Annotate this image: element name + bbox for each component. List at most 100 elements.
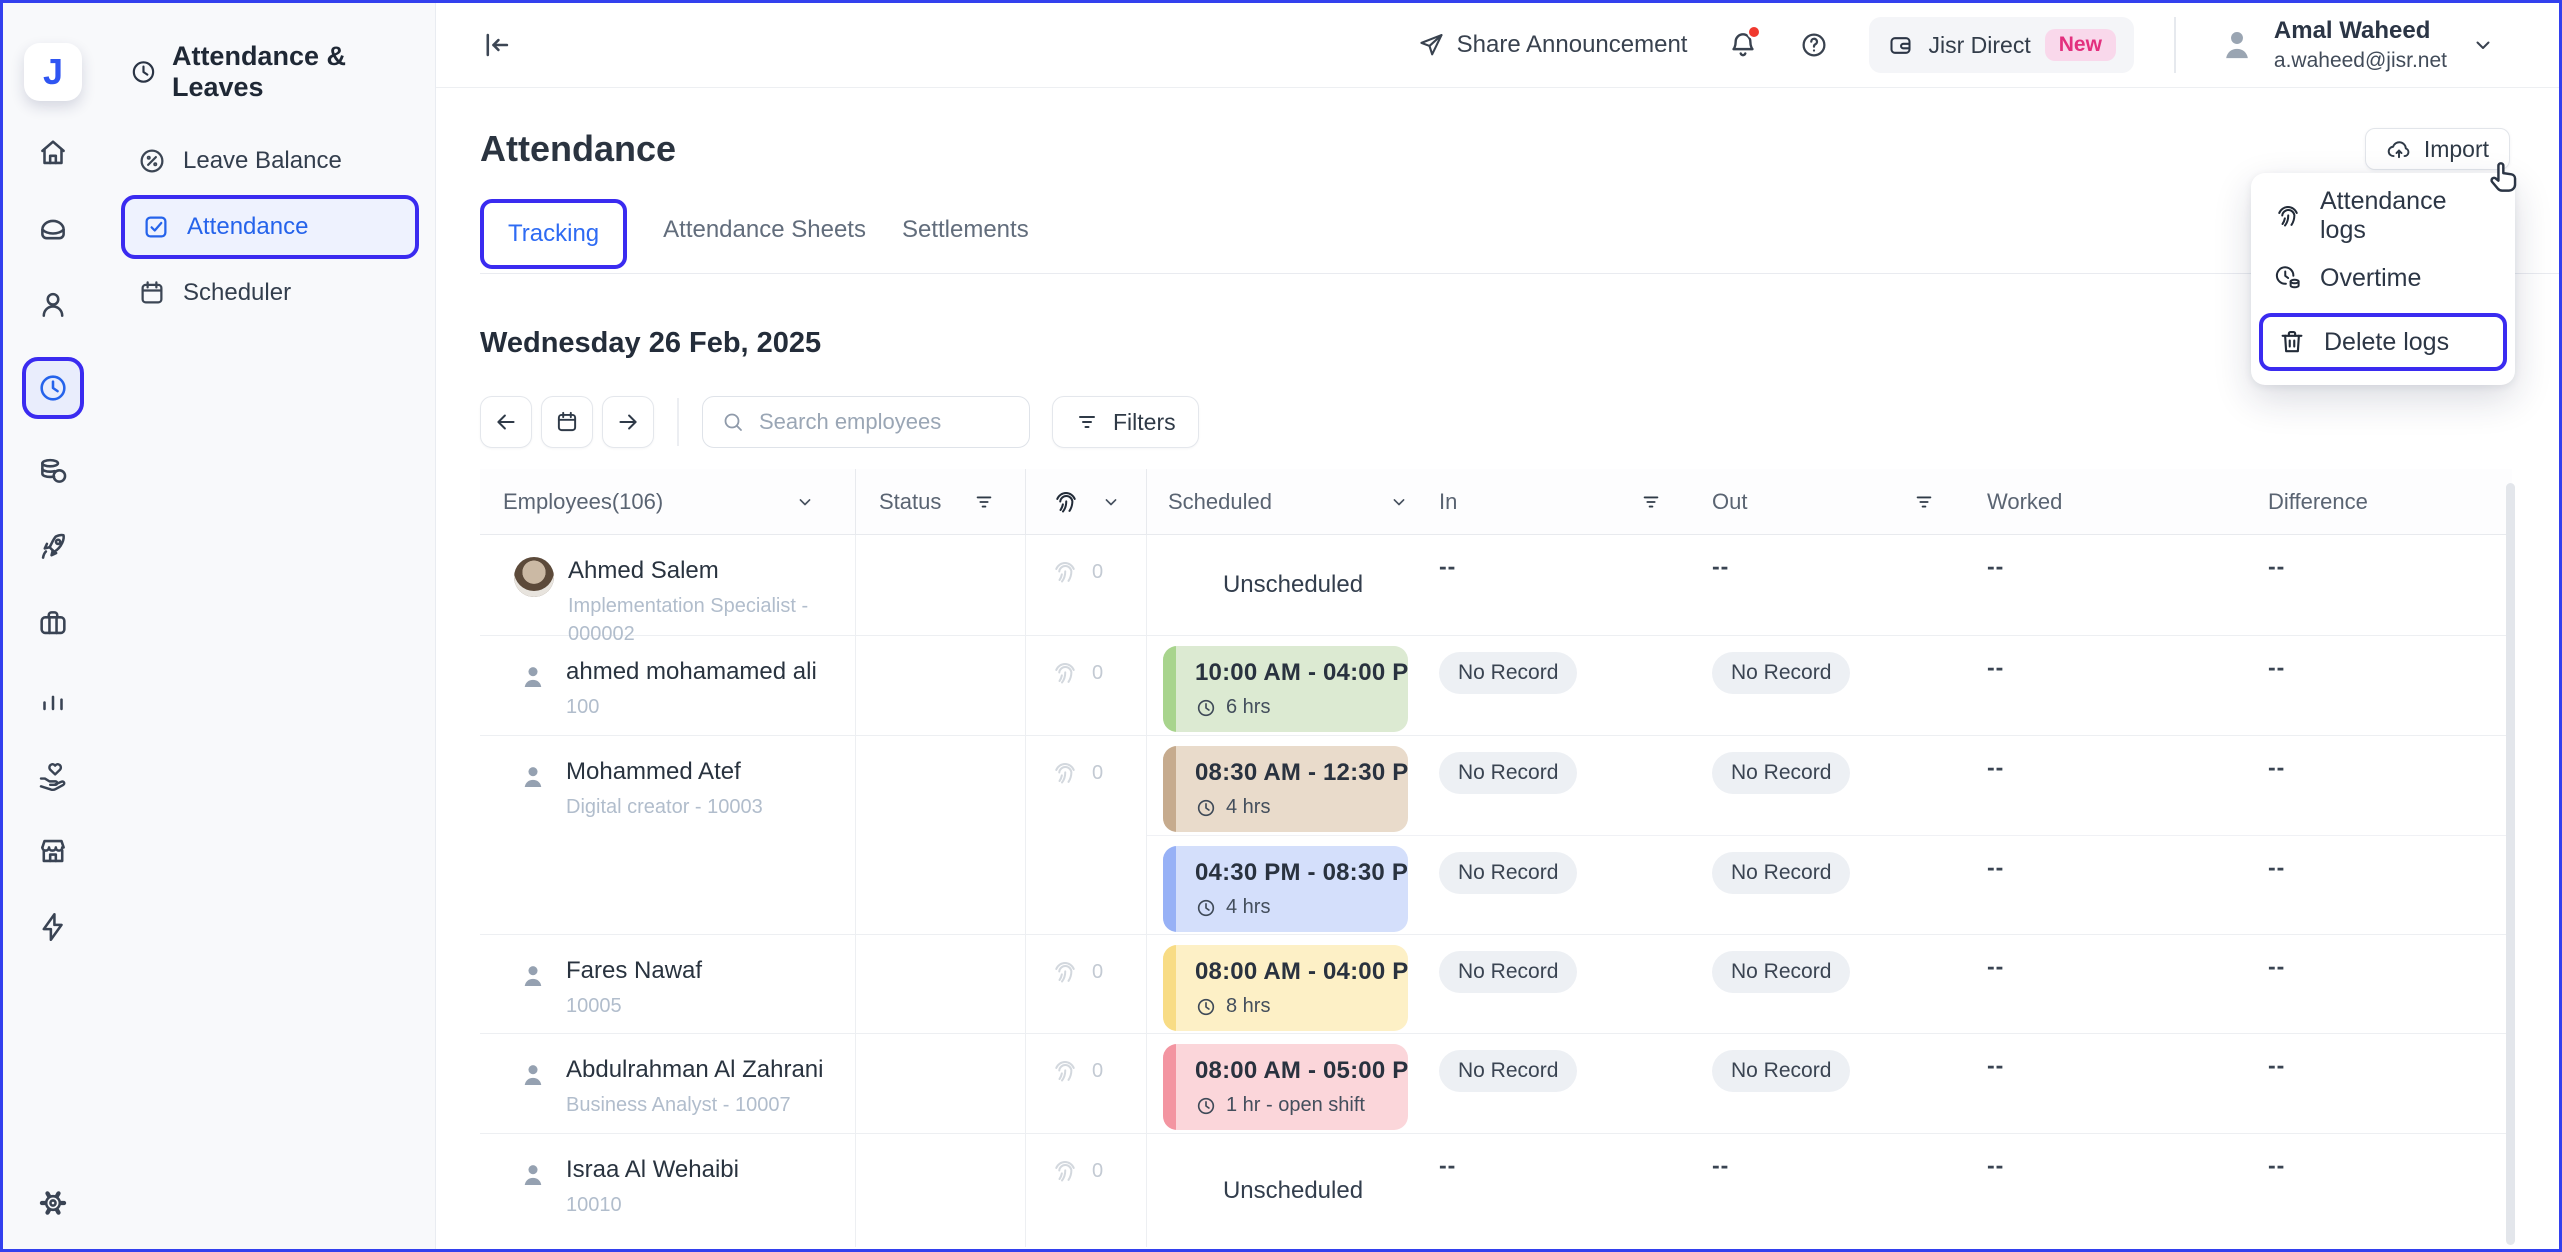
sidebar-item-attendance[interactable]: Attendance bbox=[121, 195, 419, 259]
chevron-down-icon[interactable] bbox=[795, 492, 815, 512]
header-scheduled[interactable]: Scheduled bbox=[1147, 469, 1439, 534]
table-row[interactable]: Israa Al Wehaibi 10010 0 Unscheduled -- … bbox=[480, 1134, 2512, 1247]
in-cell: No Record bbox=[1439, 935, 1712, 1033]
table-row[interactable]: ahmed mohamamed ali 100 0 10:00 AM - 04:… bbox=[480, 636, 2512, 736]
filter-icon[interactable] bbox=[1640, 491, 1662, 513]
fingerprint-cell: 0 bbox=[1026, 636, 1147, 735]
rail-inbox-icon[interactable] bbox=[29, 205, 77, 253]
wallet-icon bbox=[1887, 32, 1914, 59]
fingerprint-cell: 0 bbox=[1026, 1034, 1147, 1133]
header-fingerprint[interactable] bbox=[1026, 469, 1147, 534]
employee-subtitle: 100 bbox=[566, 695, 600, 718]
rail-settings-icon[interactable] bbox=[29, 1179, 77, 1227]
sidebar-item-scheduler[interactable]: Scheduler bbox=[121, 269, 419, 317]
shift-chip[interactable]: 08:00 AM - 04:00 PM 8 hrs bbox=[1163, 945, 1408, 1031]
rail-people-icon[interactable] bbox=[29, 281, 77, 329]
header-out[interactable]: Out bbox=[1712, 469, 1987, 534]
shift-chip[interactable]: 10:00 AM - 04:00 PM 6 hrs bbox=[1163, 646, 1408, 732]
scheduled-cell: 08:00 AM - 04:00 PM 8 hrs bbox=[1147, 935, 1439, 1033]
menu-item-delete-logs[interactable]: Delete logs bbox=[2259, 313, 2507, 371]
rail-marketplace-icon[interactable] bbox=[29, 827, 77, 875]
notifications-bell-icon[interactable] bbox=[1727, 25, 1762, 61]
employee-cell[interactable]: Mohammed Atef Digital creator - 10003 bbox=[480, 736, 856, 934]
percent-circle-icon bbox=[137, 146, 167, 176]
tab-settlements[interactable]: Settlements bbox=[901, 215, 1029, 243]
rail-organization-icon[interactable] bbox=[29, 599, 77, 647]
next-day-button[interactable] bbox=[602, 396, 654, 448]
clock-icon bbox=[1195, 697, 1217, 719]
collapse-sidebar-icon[interactable] bbox=[480, 28, 514, 62]
previous-day-button[interactable] bbox=[480, 396, 532, 448]
table-row[interactable]: Ahmed Salem Implementation Specialist - … bbox=[480, 535, 2512, 645]
rail-time-attendance-icon[interactable] bbox=[22, 357, 84, 419]
no-record-badge: No Record bbox=[1439, 752, 1578, 794]
header-status[interactable]: Status bbox=[856, 469, 1026, 534]
clock-icon bbox=[1195, 797, 1217, 819]
in-cell: No Record bbox=[1439, 835, 1712, 934]
rail-home-icon[interactable] bbox=[29, 129, 77, 177]
rail-reports-icon[interactable] bbox=[29, 675, 77, 723]
rail-payroll-icon[interactable] bbox=[29, 447, 77, 495]
header-worked: Worked bbox=[1987, 488, 2063, 514]
employee-cell[interactable]: Israa Al Wehaibi 10010 bbox=[480, 1134, 856, 1247]
sidebar-item-leave-balance[interactable]: Leave Balance bbox=[121, 137, 419, 185]
chevron-down-icon bbox=[2471, 33, 2495, 57]
rail-onboarding-icon[interactable] bbox=[29, 523, 77, 571]
tab-tracking[interactable]: Tracking bbox=[508, 219, 600, 247]
help-icon[interactable] bbox=[1799, 30, 1829, 60]
shift-chip[interactable]: 08:00 AM - 05:00 PM 1 hr - open shift bbox=[1163, 1044, 1408, 1130]
filter-icon[interactable] bbox=[973, 491, 995, 513]
fingerprint-icon bbox=[1051, 487, 1081, 517]
tab-attendance-sheets[interactable]: Attendance Sheets bbox=[663, 215, 866, 243]
employee-cell[interactable]: Fares Nawaf 10005 bbox=[480, 935, 856, 1033]
menu-item-overtime[interactable]: Overtime bbox=[2251, 247, 2515, 309]
menu-item-attendance-logs[interactable]: Attendance logs bbox=[2251, 185, 2515, 247]
rail-benefits-icon[interactable] bbox=[29, 751, 77, 799]
employee-subtitle: 10010 bbox=[566, 1193, 622, 1216]
page-head: Attendance Import bbox=[480, 128, 2559, 170]
table-row[interactable]: Mohammed Atef Digital creator - 10003 0 … bbox=[480, 736, 2512, 935]
employee-cell[interactable]: ahmed mohamamed ali 100 bbox=[480, 636, 856, 735]
user-avatar-icon bbox=[2216, 24, 2258, 66]
employee-cell[interactable]: Abdulrahman Al Zahrani Business Analyst … bbox=[480, 1034, 856, 1133]
shift-time: 04:30 PM - 08:30 PM bbox=[1195, 859, 1408, 886]
difference-cell: -- bbox=[2268, 1052, 2286, 1078]
header-employees[interactable]: Employees(106) bbox=[480, 469, 856, 534]
difference-cell: -- bbox=[2268, 654, 2286, 680]
rail-automations-icon[interactable] bbox=[29, 903, 77, 951]
header-in[interactable]: In bbox=[1439, 469, 1712, 534]
table-row[interactable]: Abdulrahman Al Zahrani Business Analyst … bbox=[480, 1034, 2512, 1134]
arrow-right-icon bbox=[615, 409, 641, 435]
share-announcement-button[interactable]: Share Announcement bbox=[1417, 31, 1687, 59]
user-menu[interactable]: Amal Waheed a.waheed@jisr.net bbox=[2216, 17, 2495, 73]
header-difference: Difference bbox=[2268, 488, 2368, 514]
employee-subtitle: Digital creator - 10003 bbox=[566, 795, 763, 818]
table-row[interactable]: Fares Nawaf 10005 0 08:00 AM - 04:00 PM bbox=[480, 935, 2512, 1034]
vertical-scrollbar[interactable] bbox=[2506, 483, 2515, 1245]
shift-chip[interactable]: 08:30 AM - 12:30 PM 4 hrs bbox=[1163, 746, 1408, 832]
jisr-direct-button[interactable]: Jisr Direct New bbox=[1869, 17, 2134, 73]
new-badge: New bbox=[2044, 29, 2116, 61]
shift-chip[interactable]: 04:30 PM - 08:30 PM 4 hrs bbox=[1163, 846, 1408, 932]
filters-button[interactable]: Filters bbox=[1052, 396, 1199, 448]
shift-duration: 6 hrs bbox=[1195, 696, 1390, 719]
search-box[interactable] bbox=[702, 396, 1030, 448]
employee-placeholder-avatar-icon bbox=[514, 658, 552, 696]
scheduled-cell: 08:30 AM - 12:30 PM 4 hrs bbox=[1147, 736, 1439, 835]
employee-cell[interactable]: Ahmed Salem Implementation Specialist - … bbox=[480, 535, 856, 645]
filter-icon[interactable] bbox=[1913, 491, 1935, 513]
topbar-actions: Share Announcement Jisr Direct New Amal … bbox=[1417, 17, 2495, 73]
scheduled-cell: Unscheduled bbox=[1222, 571, 1364, 598]
fingerprint-cell: 0 bbox=[1026, 1134, 1147, 1247]
import-label: Import bbox=[2423, 135, 2489, 162]
chevron-down-icon[interactable] bbox=[1389, 492, 1409, 512]
date-picker-button[interactable] bbox=[541, 396, 593, 448]
fingerprint-icon bbox=[1050, 658, 1080, 688]
employee-name: Abdulrahman Al Zahrani bbox=[566, 1056, 824, 1083]
employee-name: Fares Nawaf bbox=[566, 957, 703, 984]
jisr-logo[interactable]: J bbox=[24, 43, 82, 101]
import-button[interactable]: Import bbox=[2364, 128, 2510, 170]
fingerprint-count: 0 bbox=[1092, 662, 1104, 684]
chevron-down-icon[interactable] bbox=[1101, 492, 1121, 512]
search-input[interactable] bbox=[759, 409, 1011, 435]
